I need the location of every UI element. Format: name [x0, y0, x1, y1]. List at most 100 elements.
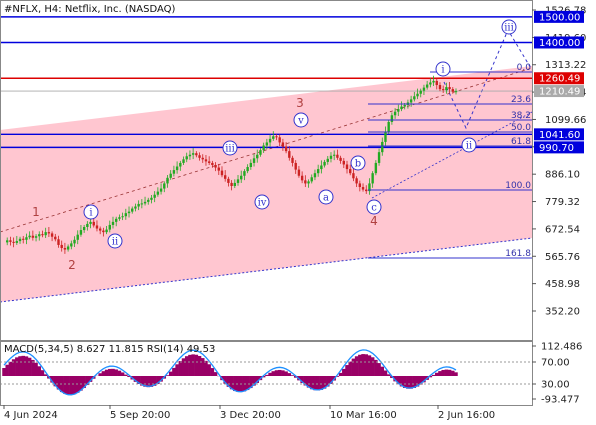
candle-body — [291, 157, 294, 163]
level-tag-label: 1210.49 — [539, 87, 580, 98]
candle-body — [297, 169, 301, 176]
candle-body — [22, 238, 25, 240]
candle-body — [163, 183, 166, 189]
level-tag-label: 1041.60 — [539, 130, 580, 141]
level-tag — [534, 72, 584, 85]
wave-label-blue: ii — [466, 141, 472, 152]
candle-body — [374, 162, 378, 174]
channel-lower-line — [1, 237, 532, 303]
wave-label-red: 4 — [370, 214, 378, 228]
candle-body — [349, 169, 352, 174]
level-tag — [534, 141, 584, 154]
chart-title: #NFLX, H4: Netflix, Inc. (NASDAQ) — [4, 4, 176, 15]
candle-body — [214, 164, 217, 168]
candle-body — [345, 164, 349, 170]
candle-body — [275, 136, 278, 138]
candle-body — [451, 89, 454, 92]
candle-body — [384, 131, 387, 142]
candle-body — [448, 87, 451, 90]
indicator-title: MACD(5,34,5) 8.627 11.815 RSI(14) 49.53 — [4, 344, 215, 355]
candle-body — [368, 183, 371, 192]
candle-body — [233, 182, 237, 186]
wave-label-blue: ii — [112, 237, 118, 248]
candle-body — [246, 167, 249, 172]
candle-body — [211, 162, 214, 165]
candle-body — [336, 154, 339, 158]
indicator-tick-label: 30.00 — [541, 380, 570, 391]
candle-body — [422, 87, 426, 91]
candle-body — [413, 96, 416, 100]
candle-body — [92, 221, 95, 226]
candle-body — [25, 237, 28, 240]
candle-body — [268, 138, 272, 143]
x-tick-label: 4 Jun 2024 — [4, 410, 58, 421]
level-tag — [534, 10, 584, 23]
candle-body — [371, 173, 374, 184]
candle-body — [342, 160, 346, 165]
candle-body — [361, 187, 365, 190]
candle-body — [172, 170, 176, 174]
candle-body — [79, 230, 83, 235]
level-tag — [534, 128, 584, 141]
candle-body — [310, 177, 313, 182]
indicator-tick-label: -93.477 — [541, 395, 580, 406]
candle-body — [397, 109, 400, 112]
candle-body — [249, 162, 253, 168]
candle-body — [114, 218, 118, 222]
x-tick-label: 5 Sep 20:00 — [110, 410, 170, 421]
candle-body — [284, 146, 288, 152]
candle-body — [393, 111, 397, 116]
candle-body — [454, 91, 458, 93]
candle-body — [131, 208, 134, 212]
candle-body — [355, 178, 358, 184]
candle-body — [150, 197, 153, 200]
candle-body — [323, 161, 326, 166]
candle-body — [127, 211, 131, 214]
candle-body — [76, 234, 79, 240]
level-tag-label: 1400.00 — [539, 38, 580, 49]
candle-body — [332, 154, 336, 156]
candle-body — [95, 225, 99, 229]
fib-label: 100.0 — [505, 181, 531, 191]
candle-body — [390, 115, 394, 122]
candle-body — [118, 217, 121, 219]
candle-body — [89, 221, 92, 224]
candle-body — [316, 169, 320, 174]
candle-body — [57, 239, 60, 245]
candle-body — [339, 157, 342, 161]
projection-path — [443, 28, 532, 130]
wave-label-blue: c — [371, 203, 377, 214]
fib-label: 61.8 — [511, 137, 531, 147]
wave-label-blue: i — [89, 208, 92, 219]
y-tick-label: 1099.66 — [545, 115, 586, 126]
candle-body — [121, 216, 124, 218]
candle-body — [223, 175, 227, 179]
candle-body — [38, 234, 41, 237]
candle-body — [60, 244, 63, 249]
candle-body — [326, 158, 329, 162]
wave-label-circle — [435, 61, 451, 77]
wave-label-red: 2 — [68, 258, 76, 272]
candle-body — [252, 158, 256, 163]
projection-lines — [371, 28, 532, 199]
candle-body — [304, 180, 307, 184]
candle-body — [137, 203, 140, 207]
candle-body — [98, 228, 102, 231]
candle-body — [352, 173, 355, 179]
candle-body — [44, 232, 47, 236]
candle-body — [227, 178, 230, 183]
candle-body — [9, 240, 12, 242]
candle-body — [185, 156, 188, 160]
candle-body — [381, 141, 384, 153]
candle-body — [28, 235, 31, 238]
candle-body — [207, 161, 211, 163]
y-tick-label: 779.32 — [545, 197, 580, 208]
candle-body — [403, 105, 406, 107]
candle-body — [12, 241, 15, 243]
candle-body — [140, 203, 144, 205]
level-tag — [534, 85, 584, 98]
candle-body — [41, 234, 44, 236]
candle-body — [416, 93, 419, 97]
candle-body — [265, 142, 269, 146]
